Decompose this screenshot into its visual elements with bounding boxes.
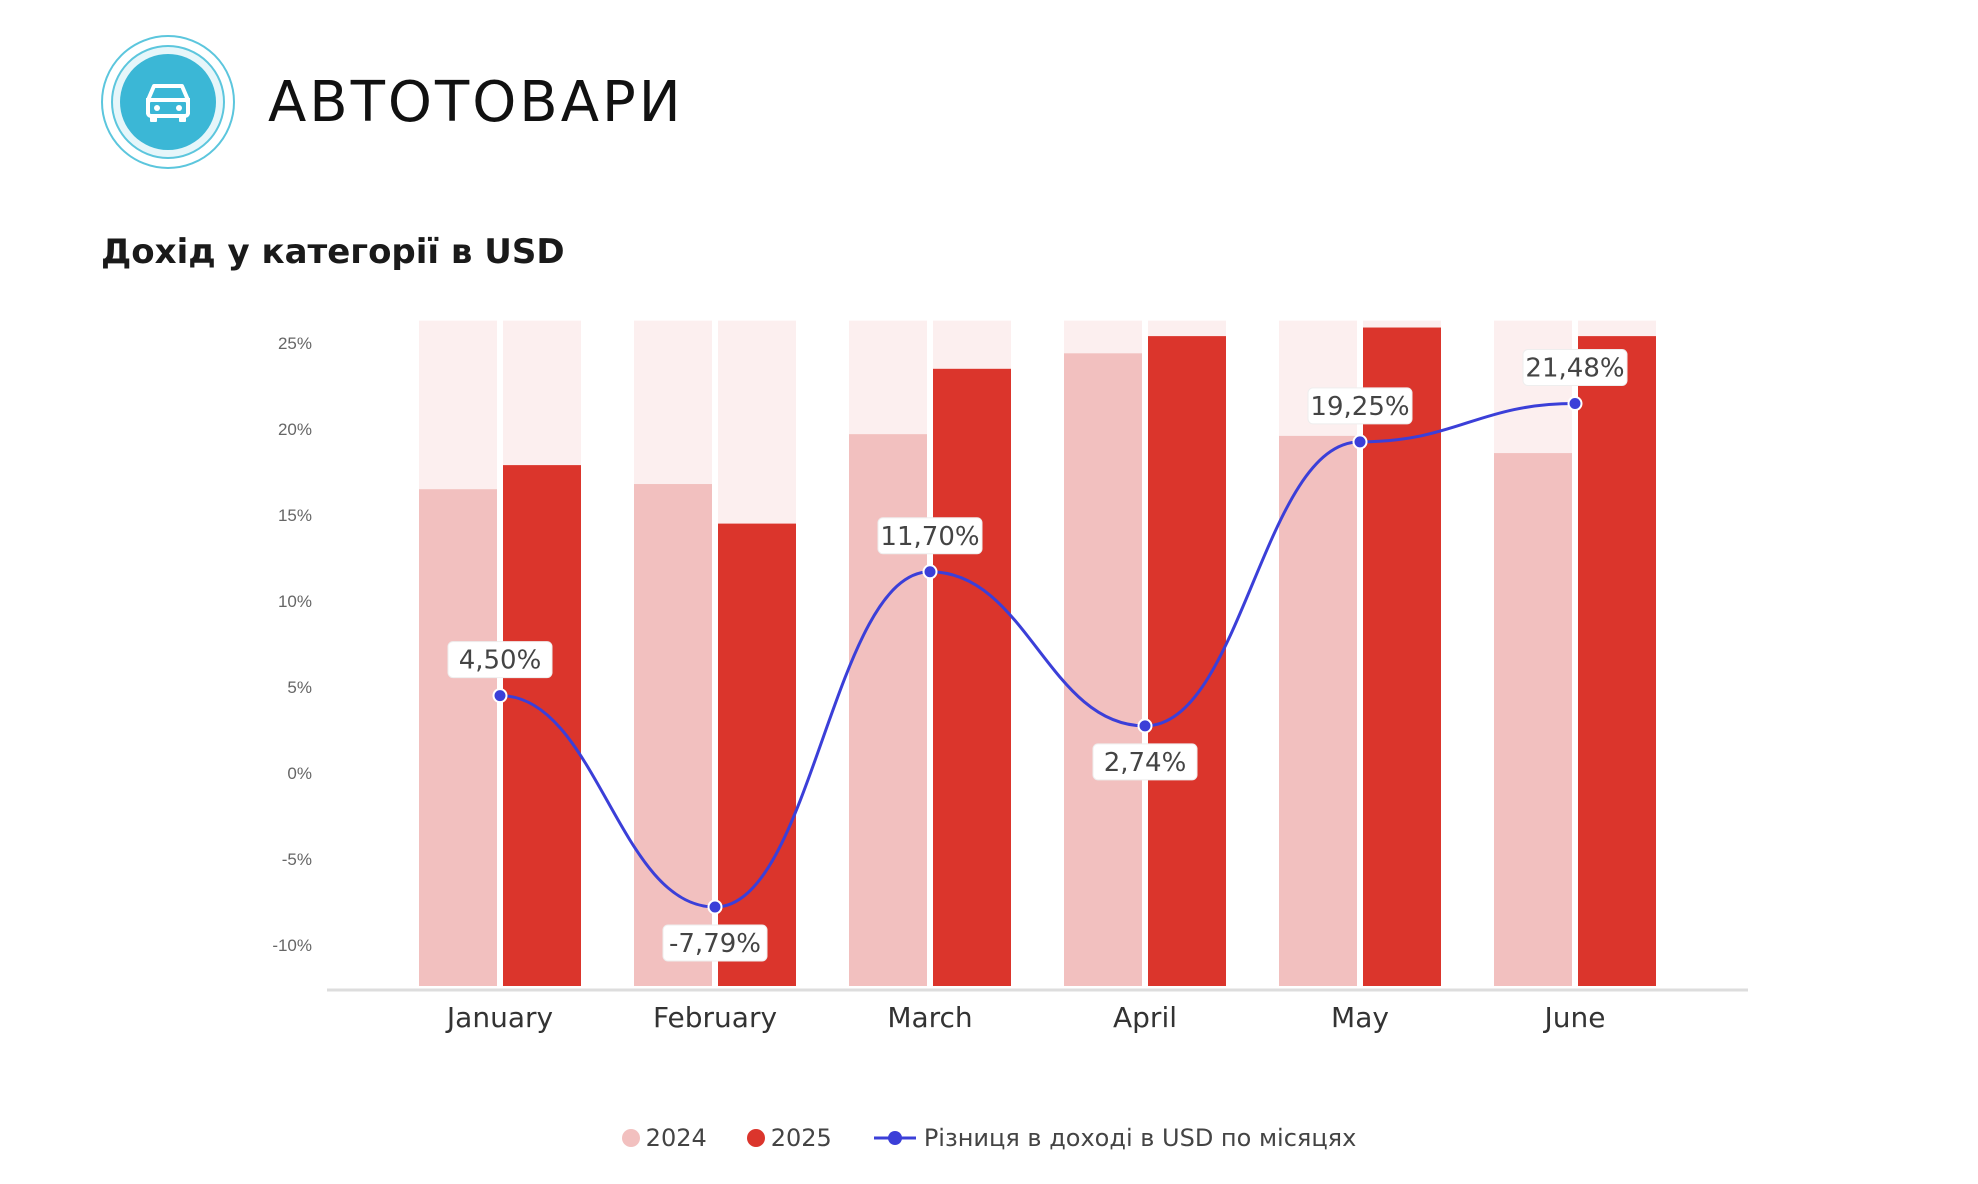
- difference-point: [1137, 718, 1153, 734]
- bar-2024-march: [849, 434, 927, 986]
- legend-item-2024[interactable]: 2024: [621, 1124, 707, 1152]
- bar-2024-february: [634, 484, 712, 986]
- bar-2025-february: [718, 523, 796, 986]
- bar-2025-march: [933, 368, 1011, 986]
- x-tick-label: May: [1331, 1001, 1389, 1034]
- y-tick-label: 15%: [278, 506, 312, 525]
- header: АВТОТОВАРИ: [100, 34, 684, 170]
- logo: [100, 34, 236, 170]
- difference-point: [707, 899, 723, 915]
- revenue-chart: January February March April May June 25% 20% 15…: [272, 320, 1748, 1034]
- y-tick-label: 20%: [278, 420, 312, 439]
- legend-swatch-2025: [746, 1129, 765, 1147]
- y-tick-label: -10%: [272, 936, 312, 955]
- data-label: 19,25%: [1310, 392, 1409, 422]
- bar-2025-may: [1363, 327, 1441, 986]
- difference-point: [1567, 396, 1583, 412]
- x-tick-label: March: [887, 1001, 972, 1034]
- bar-2024-june: [1494, 453, 1572, 987]
- x-tick-label: June: [1543, 1001, 1606, 1034]
- bar-2025-june: [1578, 336, 1656, 986]
- data-label-box: [662, 924, 768, 962]
- x-tick-label: January: [445, 1001, 553, 1034]
- legend-swatch-2024: [621, 1129, 640, 1147]
- data-label: -7,79%: [669, 929, 761, 959]
- data-label-box: [1307, 387, 1413, 425]
- bar-2024-may: [1279, 435, 1357, 986]
- data-label-box: [447, 641, 553, 679]
- legend: 2024 2025 Різниця в доході в USD по міся…: [0, 1124, 1978, 1152]
- y-tick-label: 10%: [278, 592, 312, 611]
- legend-label-difference: Різниця в доході в USD по місяцях: [923, 1124, 1357, 1152]
- bar-2024-april: [1064, 353, 1142, 986]
- car-icon: [101, 35, 235, 169]
- brand-title: АВТОТОВАРИ: [268, 69, 684, 135]
- data-label: 4,50%: [459, 646, 542, 676]
- legend-label-2024: 2024: [645, 1124, 707, 1152]
- difference-point: [1352, 434, 1368, 450]
- y-tick-label: 0%: [287, 764, 312, 783]
- legend-item-2025[interactable]: 2025: [746, 1124, 832, 1152]
- data-label: 11,70%: [880, 522, 979, 552]
- legend-label-2025: 2025: [770, 1124, 832, 1152]
- difference-point: [492, 688, 508, 704]
- chart-title: Дохід у категорії в USD: [101, 232, 565, 272]
- data-label: 2,74%: [1104, 748, 1187, 778]
- data-label: 21,48%: [1525, 354, 1624, 384]
- data-label-box: [1092, 743, 1198, 781]
- legend-item-difference[interactable]: Різниця в доході в USD по місяцях: [872, 1124, 1357, 1152]
- data-label-box: [1522, 349, 1628, 387]
- y-tick-label: -5%: [282, 850, 312, 869]
- difference-point: [922, 564, 938, 580]
- y-tick-label: 5%: [287, 678, 312, 697]
- data-label-box: [877, 517, 983, 555]
- bar-2025-april: [1148, 336, 1226, 986]
- x-tick-label: April: [1113, 1001, 1177, 1034]
- bar-2025-january: [503, 465, 581, 986]
- bar-2024-january: [419, 489, 497, 986]
- legend-swatch-difference: [872, 1129, 918, 1147]
- x-tick-label: February: [653, 1001, 777, 1034]
- y-tick-label: 25%: [278, 334, 312, 353]
